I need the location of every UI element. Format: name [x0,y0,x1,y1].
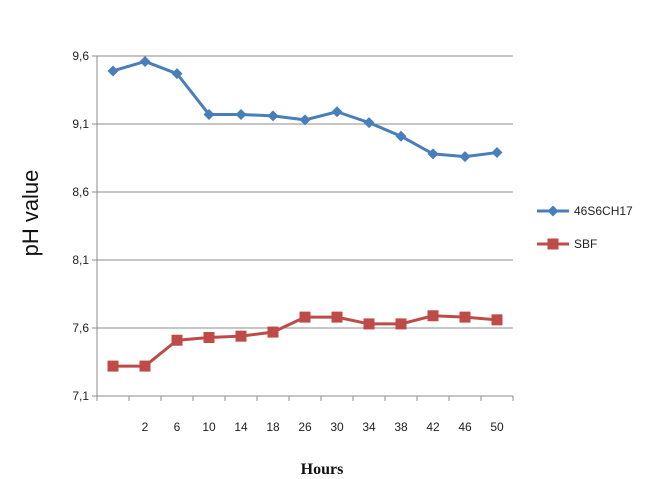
x-tick-label: 42 [426,420,440,434]
y-axis-label: pH value [18,170,43,257]
data-point [299,311,311,323]
x-tick-label: 18 [266,420,280,434]
data-point [427,148,439,160]
data-point [459,311,471,323]
x-tick-label: 50 [490,420,504,434]
x-tick-label: 46 [458,420,472,434]
y-tick-label: 9,1 [72,117,89,131]
y-tick-label: 8,6 [72,185,89,199]
data-point [363,318,375,330]
x-tick-label: 34 [362,420,376,434]
data-point [299,114,311,126]
data-point [395,318,407,330]
y-tick-label: 8,1 [72,253,89,267]
x-tick-label: 14 [234,420,248,434]
x-tick-label: 2 [142,420,149,434]
legend-item: SBF [537,237,597,251]
data-point [331,106,343,118]
data-point [139,360,151,372]
data-point [139,55,151,67]
y-tick-label: 7,6 [72,321,89,335]
series-1 [107,310,503,372]
data-point [491,314,503,326]
data-point [171,334,183,346]
data-point [235,330,247,342]
x-tick-label: 6 [174,420,181,434]
data-point [427,310,439,322]
legend-label: SBF [574,237,597,251]
x-tick-label: 38 [394,420,408,434]
data-point [171,68,183,80]
x-tick-labels: 2 6 10 14 18 26 30 34 38 42 46 50 [142,420,504,434]
x-axis-label: Hours [301,461,344,478]
legend: 46S6CH17 SBF [537,204,633,251]
data-point [107,360,119,372]
data-point [203,108,215,120]
y-tick-labels: 9,6 9,1 8,6 8,1 7,6 7,1 [72,49,89,403]
series-line [112,59,498,159]
data-point [235,108,247,120]
data-point [491,147,503,159]
y-tick-label: 9,6 [72,49,89,63]
data-point [363,117,375,129]
grid-lines [92,55,513,397]
data-point [331,311,343,323]
legend-label: 46S6CH17 [574,204,633,218]
data-point [107,65,119,77]
axes [96,56,514,401]
data-series [107,55,503,372]
legend-item: 46S6CH17 [537,204,633,218]
data-point [203,332,215,344]
x-tick-label: 26 [298,420,312,434]
data-point [267,326,279,338]
y-tick-label: 7,1 [72,389,89,403]
series-0 [107,55,503,163]
legend-marker [547,238,559,250]
x-tick-label: 10 [202,420,216,434]
series-line [113,314,498,368]
data-point [459,151,471,163]
data-point [267,110,279,122]
data-point [395,130,407,142]
x-tick-label: 30 [330,420,344,434]
legend-marker [547,205,559,217]
